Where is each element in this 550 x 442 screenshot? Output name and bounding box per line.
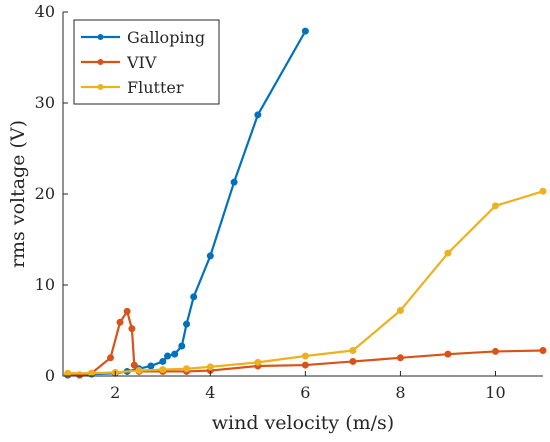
data-point [178, 342, 186, 350]
data-point [301, 361, 309, 369]
data-point [254, 111, 262, 119]
y-tick-label: 20 [35, 184, 55, 203]
x-tick-label: 8 [395, 383, 405, 402]
data-point [539, 347, 547, 355]
data-point [206, 363, 214, 371]
data-point [491, 202, 499, 210]
data-point [130, 361, 138, 369]
data-point [116, 318, 124, 326]
data-point [135, 367, 143, 375]
x-tick-label: 2 [110, 383, 120, 402]
data-point [183, 365, 191, 373]
y-tick-label: 40 [35, 2, 55, 21]
data-point [123, 307, 131, 315]
legend-swatch-marker [97, 59, 104, 65]
data-point [159, 357, 167, 365]
legend: Galloping VIV Flutter [73, 19, 220, 105]
ticks-layer: 2 4 6 8 10 0 10 20 30 40 [35, 2, 506, 402]
series-flutter [64, 187, 547, 377]
data-point [444, 350, 452, 358]
legend-entry: VIV [126, 53, 157, 72]
y-axis-label: rms voltage (V) [7, 120, 29, 268]
x-axis-label: wind velocity (m/s) [212, 412, 394, 434]
x-tick-label: 10 [485, 383, 505, 402]
data-point [444, 249, 452, 257]
data-point [88, 369, 96, 377]
legend-swatch-marker [97, 84, 104, 90]
data-point [491, 347, 499, 355]
y-tick-label: 10 [35, 275, 55, 294]
y-tick-label: 30 [35, 93, 55, 112]
data-point [159, 366, 167, 374]
data-point [190, 293, 198, 301]
data-point [206, 252, 214, 260]
data-point [349, 357, 357, 365]
data-point [539, 187, 547, 195]
y-tick-label: 0 [45, 366, 55, 385]
data-point [147, 362, 155, 370]
data-point [64, 369, 72, 377]
legend-entry: Galloping [127, 28, 205, 47]
data-point [171, 350, 179, 358]
x-tick-label: 4 [205, 383, 215, 402]
data-point [183, 320, 191, 328]
legend-swatch-marker [97, 34, 104, 40]
data-point [164, 352, 172, 360]
legend-entry: Flutter [127, 78, 184, 97]
data-point [301, 27, 309, 35]
data-point [396, 354, 404, 362]
data-point [230, 178, 238, 186]
data-point [301, 352, 309, 360]
data-point [349, 347, 357, 355]
data-point [396, 306, 404, 314]
series-line [67, 190, 544, 375]
data-point [107, 354, 115, 362]
x-tick-label: 6 [300, 383, 310, 402]
data-point [254, 358, 262, 366]
data-point [128, 325, 136, 333]
series-layer [64, 27, 547, 379]
